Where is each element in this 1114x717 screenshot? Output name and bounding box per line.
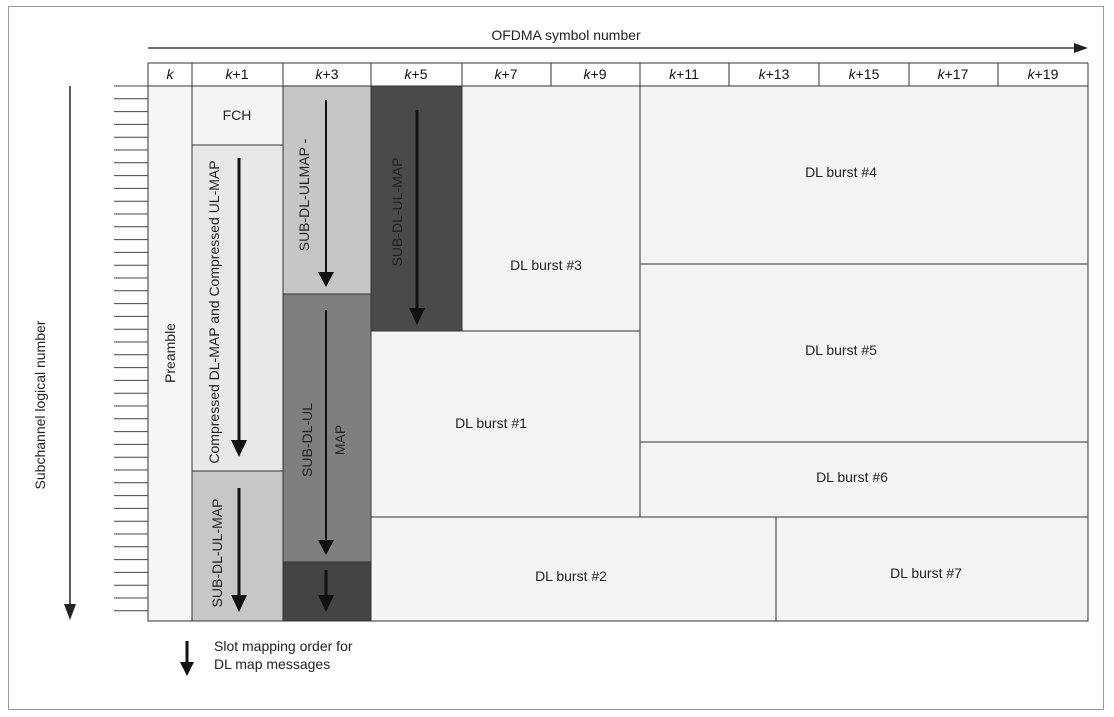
y-axis-title: Subchannel logical number bbox=[32, 320, 48, 489]
symbol-k-plus-15: k+15 bbox=[849, 66, 880, 82]
dl-burst-2-label: DL burst #2 bbox=[535, 568, 607, 584]
dl-burst-1-label: DL burst #1 bbox=[455, 415, 527, 431]
y-axis-arrow-head bbox=[64, 604, 76, 620]
symbol-k-plus-5: k+5 bbox=[405, 66, 428, 82]
sub-map-b-label: SUB-DL-ULMAP - bbox=[296, 138, 312, 251]
dl-burst-5-label: DL burst #5 bbox=[805, 342, 877, 358]
dl-burst-7-label: DL burst #7 bbox=[890, 565, 962, 581]
dl-burst-7 bbox=[775, 516, 1089, 622]
legend-line-2: DL map messages bbox=[214, 656, 330, 672]
preamble-label: Preamble bbox=[162, 323, 178, 383]
compressed-map-label: Compressed DL-MAP and Compressed UL-MAP bbox=[206, 160, 222, 463]
sub-map-c-label-line1: SUB-DL-UL bbox=[299, 403, 315, 477]
dl-burst-3-label: DL burst #3 bbox=[510, 257, 582, 273]
sub-map-c-label-line2: MAP bbox=[332, 425, 348, 455]
symbol-k-plus-7: k+7 bbox=[495, 66, 518, 82]
sub-map-d-arrow bbox=[409, 110, 425, 325]
sub-map-d-label: SUB-DL-UL-MAP bbox=[389, 158, 405, 267]
dl-burst-3 bbox=[461, 85, 641, 332]
sub-map-a-label: SUB-DL-UL-MAP bbox=[209, 499, 225, 608]
preamble-region bbox=[147, 85, 193, 622]
sub-map-c-arrow bbox=[318, 310, 334, 555]
sub-map-b-arrow bbox=[318, 100, 334, 287]
symbol-k-plus-17: k+17 bbox=[938, 66, 969, 82]
symbol-k-plus-1: k+1 bbox=[226, 66, 249, 82]
legend-arrow-icon bbox=[180, 641, 194, 676]
symbol-k-plus-3: k+3 bbox=[316, 66, 339, 82]
fch-label: FCH bbox=[223, 107, 252, 123]
dl-burst-4-label: DL burst #4 bbox=[805, 164, 877, 180]
diagram-frame bbox=[8, 6, 1104, 710]
dl-burst-1 bbox=[370, 330, 641, 518]
symbol-k-plus-11: k+11 bbox=[669, 66, 699, 82]
fch-region bbox=[191, 85, 284, 146]
symbol-k: k bbox=[167, 66, 175, 82]
dl-burst-6-label: DL burst #6 bbox=[816, 469, 888, 485]
symbol-k-plus-19: k+19 bbox=[1028, 66, 1059, 82]
subchannel-ticks bbox=[114, 85, 148, 612]
legend-line-1: Slot mapping order for bbox=[214, 638, 353, 654]
sub-map-c-tail-arrow bbox=[318, 570, 334, 612]
x-axis-title: OFDMA symbol number bbox=[491, 27, 641, 43]
sub-map-a-arrow bbox=[231, 488, 247, 612]
dl-burst-2 bbox=[370, 516, 777, 622]
dl-burst-4 bbox=[639, 85, 1089, 265]
symbol-header: k k+1 k+3 k+5 k+7 k+9 k+11 k+13 k+15 k+1… bbox=[147, 62, 1089, 87]
dl-burst-5 bbox=[639, 263, 1089, 443]
symbol-k-plus-9: k+9 bbox=[584, 66, 607, 82]
symbol-k-plus-13: k+13 bbox=[759, 66, 790, 82]
x-axis-arrow-head bbox=[1074, 43, 1088, 53]
compressed-map-arrow bbox=[231, 158, 247, 457]
